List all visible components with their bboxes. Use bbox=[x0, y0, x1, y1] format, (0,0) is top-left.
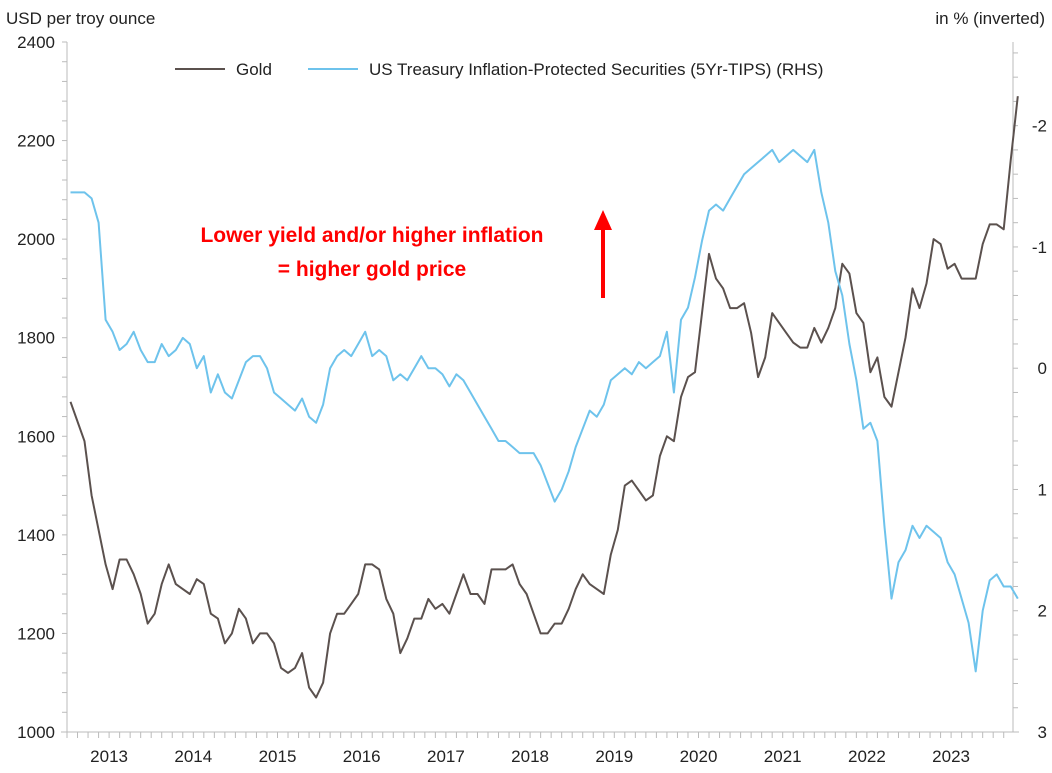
axes: 1000 1200 1400 1600 1800 2000 2200 2400 -2 -1 0 1 2 3… bbox=[17, 33, 1047, 766]
x-tick-label: 2018 bbox=[511, 747, 549, 766]
right-axis-label: in % (inverted) bbox=[935, 9, 1045, 28]
x-tick-label: 2016 bbox=[343, 747, 381, 766]
right-tick-label: -2 bbox=[1032, 117, 1047, 136]
left-tick-label: 2200 bbox=[17, 132, 55, 151]
x-tick-label: 2022 bbox=[848, 747, 886, 766]
legend: Gold US Treasury Inflation-Protected Sec… bbox=[175, 60, 823, 79]
annotation-line-2: = higher gold price bbox=[278, 258, 466, 281]
series-group bbox=[69, 96, 1019, 699]
legend-label-tips: US Treasury Inflation-Protected Securiti… bbox=[369, 60, 823, 79]
left-tick-label: 1000 bbox=[17, 723, 55, 742]
right-tick-label: 2 bbox=[1038, 602, 1047, 621]
right-tick-label: 1 bbox=[1038, 480, 1047, 499]
legend-label-gold: Gold bbox=[236, 60, 272, 79]
annotation-line-1: Lower yield and/or higher inflation bbox=[200, 224, 543, 247]
left-tick-label: 1400 bbox=[17, 526, 55, 545]
x-tick-label: 2020 bbox=[680, 747, 718, 766]
left-tick-label: 2000 bbox=[17, 230, 55, 249]
annotation: Lower yield and/or higher inflation = hi… bbox=[200, 210, 612, 298]
x-tick-label: 2017 bbox=[427, 747, 465, 766]
up-arrow-icon bbox=[594, 210, 612, 230]
x-tick-label: 2019 bbox=[595, 747, 633, 766]
right-tick-label: 0 bbox=[1038, 359, 1047, 378]
left-tick-label: 1600 bbox=[17, 427, 55, 446]
x-tick-label: 2023 bbox=[932, 747, 970, 766]
x-tick-label: 2015 bbox=[259, 747, 297, 766]
right-tick-label: -1 bbox=[1032, 238, 1047, 257]
right-tick-label: 3 bbox=[1038, 723, 1047, 742]
left-tick-label: 2400 bbox=[17, 33, 55, 52]
gold-line bbox=[69, 96, 1019, 699]
left-tick-label: 1200 bbox=[17, 624, 55, 643]
left-axis-label: USD per troy ounce bbox=[6, 9, 155, 28]
x-tick-label: 2014 bbox=[174, 747, 212, 766]
left-tick-label: 1800 bbox=[17, 329, 55, 348]
x-tick-label: 2013 bbox=[90, 747, 128, 766]
tips-line bbox=[70, 148, 1019, 673]
x-tick-label: 2021 bbox=[764, 747, 802, 766]
